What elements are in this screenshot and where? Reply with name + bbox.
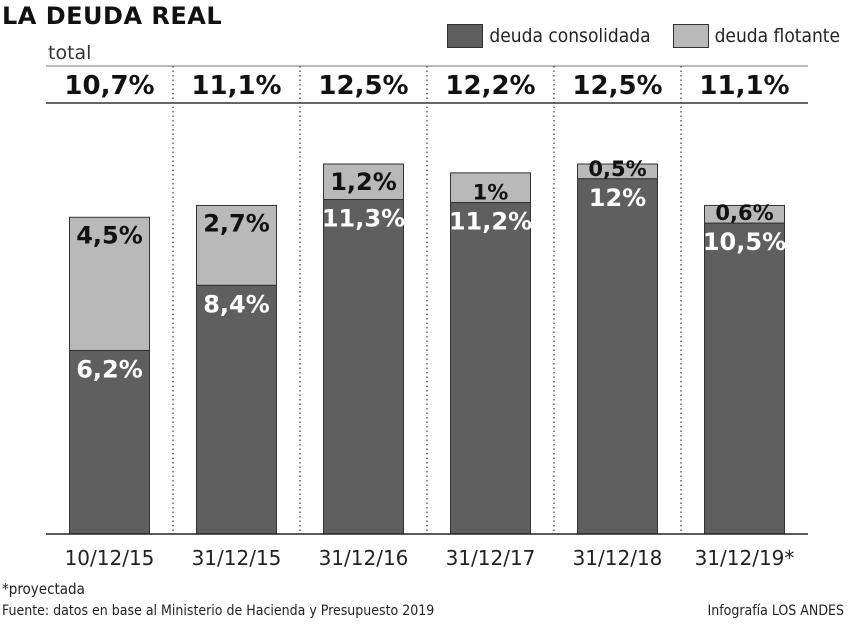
- category-label: 31/12/18: [573, 546, 663, 570]
- bar-consolidated-label: 12%: [589, 184, 646, 212]
- total-value: 12,2%: [445, 71, 535, 101]
- bar-floating: [450, 172, 531, 203]
- bar-floating-label: 0,5%: [588, 157, 646, 181]
- bar-consolidated: [323, 199, 404, 535]
- category-label: 31/12/16: [319, 546, 409, 570]
- legend: deuda consolidada deuda flotante: [425, 24, 840, 48]
- bar-consolidated-label: 11,3%: [322, 205, 405, 233]
- category-label: 31/12/19*: [695, 546, 795, 570]
- footnote: *proyectada: [2, 580, 85, 598]
- total-value: 10,7%: [64, 71, 154, 101]
- bar-consolidated: [196, 284, 277, 535]
- legend-label-floating: deuda flotante: [714, 25, 840, 47]
- bar-consolidated: [704, 222, 785, 535]
- bar-floating-label: 0,6%: [715, 201, 773, 225]
- bar-consolidated: [450, 201, 531, 535]
- category-label: 10/12/15: [65, 546, 155, 570]
- bar-floating-label: 4,5%: [76, 221, 143, 249]
- bar-floating-label: 2,7%: [203, 209, 270, 237]
- total-value: 11,1%: [191, 71, 281, 101]
- bar-floating-label: 1%: [473, 180, 509, 204]
- legend-swatch-consolidated: [447, 24, 484, 48]
- source-note: Fuente: datos en base al Ministerio de H…: [2, 603, 435, 619]
- category-label: 31/12/17: [446, 546, 536, 570]
- total-value: 12,5%: [318, 71, 408, 101]
- bar-floating: [323, 163, 404, 201]
- category-label: 31/12/15: [192, 546, 282, 570]
- total-value: 11,1%: [699, 71, 789, 101]
- total-label: total: [48, 42, 92, 64]
- legend-swatch-floating: [672, 24, 709, 48]
- bar-consolidated-label: 6,2%: [76, 355, 143, 383]
- legend-label-consolidated: deuda consolidada: [489, 25, 651, 47]
- legend-item-consolidated: deuda consolidada: [447, 24, 651, 48]
- bar-floating: [196, 204, 277, 286]
- bar-consolidated-label: 11,2%: [449, 207, 532, 235]
- bar-consolidated-label: 8,4%: [203, 290, 270, 318]
- bar-consolidated-label: 10,5%: [703, 228, 786, 256]
- bar-floating-label: 1,2%: [330, 168, 397, 196]
- legend-item-floating: deuda flotante: [672, 24, 840, 48]
- credit: Infografía LOS ANDES: [707, 603, 844, 619]
- bar-consolidated: [577, 178, 658, 535]
- chart-title: LA DEUDA REAL: [2, 2, 223, 30]
- total-value: 12,5%: [572, 71, 662, 101]
